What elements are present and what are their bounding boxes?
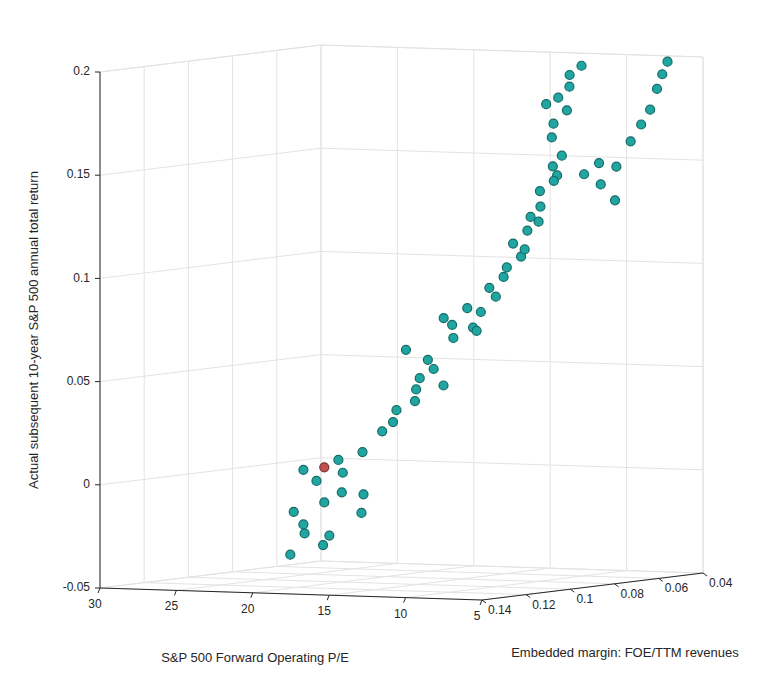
svg-text:20: 20 <box>241 602 255 616</box>
svg-text:0.1: 0.1 <box>73 271 90 285</box>
svg-text:0.2: 0.2 <box>73 64 90 78</box>
svg-text:15: 15 <box>318 604 332 618</box>
svg-text:10: 10 <box>394 607 408 621</box>
svg-text:0.14: 0.14 <box>488 603 512 617</box>
svg-text:0.06: 0.06 <box>665 581 689 595</box>
svg-text:0.05: 0.05 <box>67 374 91 388</box>
svg-text:5: 5 <box>474 609 481 623</box>
svg-text:0.12: 0.12 <box>532 598 556 612</box>
svg-text:30: 30 <box>88 597 102 611</box>
svg-text:0.08: 0.08 <box>621 587 645 601</box>
svg-text:Actual subsequent 10-year S&P: Actual subsequent 10-year S&P 500 annual… <box>26 171 41 489</box>
svg-text:0.04: 0.04 <box>709 576 733 590</box>
svg-text:0: 0 <box>83 477 90 491</box>
svg-text:25: 25 <box>165 599 179 613</box>
svg-text:S&P 500 Forward Operating P/E: S&P 500 Forward Operating P/E <box>161 650 349 665</box>
svg-text:-0.05: -0.05 <box>63 580 91 594</box>
svg-text:Embedded margin: FOE/TTM reven: Embedded margin: FOE/TTM revenues <box>511 645 739 660</box>
svg-text:0.1: 0.1 <box>576 592 593 606</box>
svg-text:0.15: 0.15 <box>67 167 91 181</box>
